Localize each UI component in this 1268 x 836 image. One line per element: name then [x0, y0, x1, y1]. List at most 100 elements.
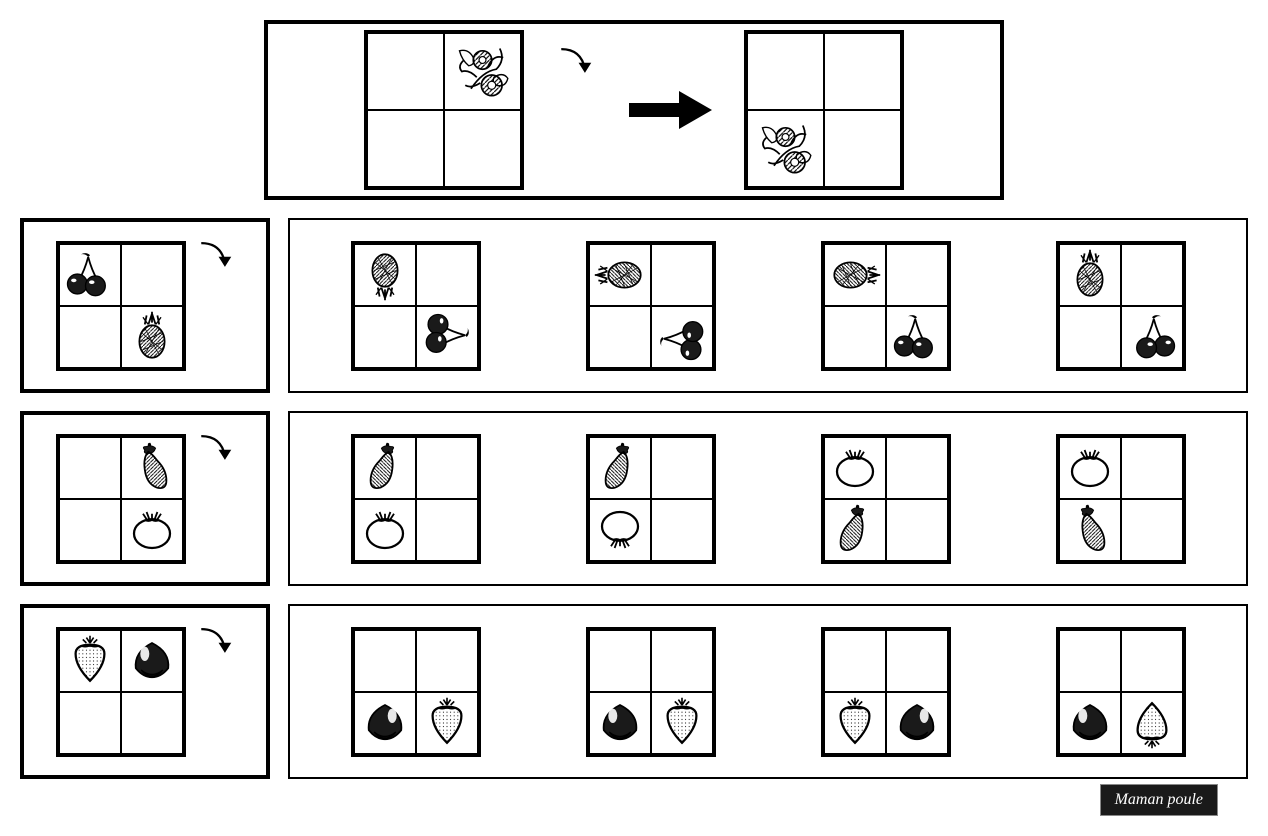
option[interactable] — [351, 241, 481, 371]
cell — [1121, 692, 1183, 754]
cell — [651, 437, 713, 499]
option[interactable] — [1056, 241, 1186, 371]
cell — [651, 306, 713, 368]
cell — [354, 499, 416, 561]
option[interactable] — [586, 241, 716, 371]
cell — [824, 692, 886, 754]
chestnut-icon — [593, 696, 647, 750]
cell — [886, 437, 948, 499]
cell — [824, 437, 886, 499]
cell — [354, 692, 416, 754]
flower-icon — [448, 37, 517, 106]
pineapple-icon — [1063, 248, 1117, 302]
example-box — [264, 20, 1004, 200]
footer-label: Maman poule — [1115, 791, 1203, 808]
cell — [416, 499, 478, 561]
answer-grid — [56, 627, 186, 757]
cell — [59, 437, 121, 499]
answer-grid — [586, 627, 716, 757]
footer-badge: Maman poule — [1100, 784, 1218, 816]
chestnut-icon — [358, 696, 412, 750]
cell — [651, 692, 713, 754]
exercise-row — [20, 411, 1248, 586]
cell — [367, 110, 444, 187]
rotation-arrow-icon — [194, 620, 234, 660]
cell — [886, 306, 948, 368]
cherries-icon — [63, 248, 117, 302]
answer-grid — [1056, 241, 1186, 371]
flower-icon — [751, 114, 820, 183]
option[interactable] — [1056, 627, 1186, 757]
strawberry-icon — [1125, 696, 1179, 750]
answer-grid — [56, 241, 186, 371]
strawberry-icon — [828, 696, 882, 750]
option[interactable] — [821, 627, 951, 757]
chestnut-icon — [890, 696, 944, 750]
option[interactable] — [821, 241, 951, 371]
option[interactable] — [586, 627, 716, 757]
pineapple-icon — [125, 310, 179, 364]
cell — [354, 306, 416, 368]
cell — [354, 437, 416, 499]
cell — [747, 110, 824, 187]
cell — [121, 499, 183, 561]
pineapple-icon — [828, 248, 882, 302]
option[interactable] — [821, 434, 951, 564]
cell — [886, 499, 948, 561]
option[interactable] — [351, 434, 481, 564]
cherries-icon — [420, 310, 474, 364]
cell — [886, 244, 948, 306]
cell — [354, 630, 416, 692]
cell — [886, 692, 948, 754]
cell — [416, 692, 478, 754]
pineapple-icon — [593, 248, 647, 302]
cell — [444, 33, 521, 110]
cell — [824, 499, 886, 561]
cell — [589, 244, 651, 306]
answer-grid — [821, 241, 951, 371]
option[interactable] — [1056, 434, 1186, 564]
cherries-icon — [1125, 310, 1179, 364]
prompt-box — [20, 604, 270, 779]
option[interactable] — [351, 627, 481, 757]
rotation-arrow-icon — [194, 427, 234, 467]
answer-grid — [821, 434, 951, 564]
cell — [367, 33, 444, 110]
rotation-arrow-icon — [194, 234, 234, 274]
tomato-icon — [358, 503, 412, 557]
cell — [416, 630, 478, 692]
cell — [589, 499, 651, 561]
cell — [651, 499, 713, 561]
cell — [1059, 499, 1121, 561]
tomato-icon — [828, 441, 882, 495]
exercise-row — [20, 218, 1248, 393]
chestnut-icon — [125, 634, 179, 688]
cell — [416, 244, 478, 306]
cell — [59, 244, 121, 306]
eggplant-icon — [125, 441, 179, 495]
options-box — [288, 604, 1248, 779]
big-arrow-icon — [624, 85, 714, 135]
answer-grid — [56, 434, 186, 564]
answer-grid — [351, 241, 481, 371]
exercise-row — [20, 604, 1248, 779]
option[interactable] — [586, 434, 716, 564]
cell — [824, 110, 901, 187]
cell — [1059, 437, 1121, 499]
cherries-icon — [890, 310, 944, 364]
answer-grid — [1056, 627, 1186, 757]
tomato-icon — [593, 503, 647, 557]
cell — [1121, 244, 1183, 306]
example-grid-left — [364, 30, 524, 190]
cell — [1121, 630, 1183, 692]
cell — [1059, 306, 1121, 368]
exercise-rows — [20, 218, 1248, 779]
cell — [651, 244, 713, 306]
chestnut-icon — [1063, 696, 1117, 750]
cell — [59, 692, 121, 754]
cell — [59, 499, 121, 561]
cell — [1059, 630, 1121, 692]
eggplant-icon — [593, 441, 647, 495]
cell — [747, 33, 824, 110]
answer-grid — [586, 241, 716, 371]
